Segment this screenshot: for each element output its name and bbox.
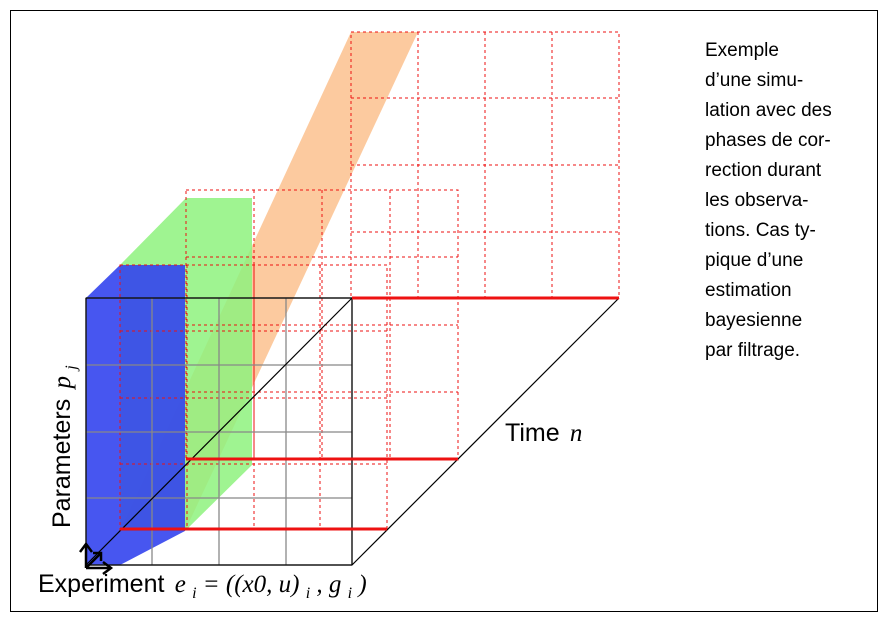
time-label: Time n: [505, 419, 582, 447]
experiment-label: Experiment e i = ((x0, u) i , g i ): [38, 570, 367, 604]
caption-line: par filtrage.: [705, 340, 801, 361]
origin-axes-icon: [79, 541, 114, 575]
caption-line: d’une simu-: [705, 70, 804, 91]
caption-line: pique d’une: [705, 250, 804, 271]
caption-line: les observa-: [705, 190, 809, 211]
caption-line: phases de cor-: [705, 130, 831, 151]
caption-line: bayesienne: [705, 310, 803, 331]
time-lines: [120, 296, 619, 531]
caption-text: Exemple d’une simu- lation avec des phas…: [705, 36, 877, 366]
depth-grid-near: [119, 264, 388, 531]
blue-slab: [86, 265, 185, 565]
parameters-label: Parameters p j: [48, 365, 80, 528]
caption-line: rection durant: [705, 160, 822, 181]
cube-edges: [85, 297, 620, 566]
caption-line: lation avec des: [705, 100, 832, 121]
caption-line: estimation: [705, 280, 792, 301]
caption-line: tions. Cas ty-: [705, 220, 816, 241]
caption-line: Exemple: [705, 40, 779, 61]
